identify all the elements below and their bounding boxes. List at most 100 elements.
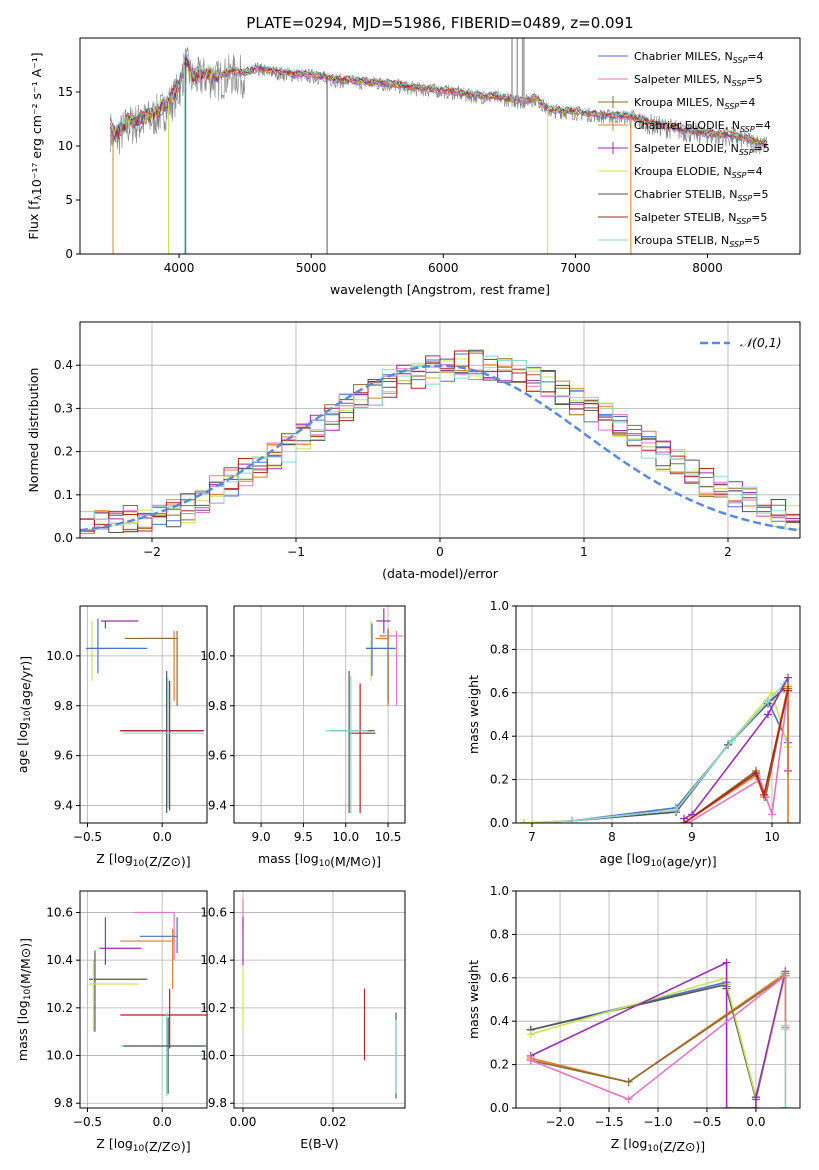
weight-marker xyxy=(784,819,792,823)
y-tick-label: 0.1 xyxy=(54,488,73,502)
x-tick-label: −1.5 xyxy=(594,1115,623,1129)
y-tick-label: 0.4 xyxy=(54,358,73,372)
weight-marker xyxy=(526,1030,535,1039)
panel-age-vs-mass: 9.0 9.5 10.0 10.5 9.4 9.6 9.8 10.0 mass [log10(M… xyxy=(200,605,406,869)
weight-series xyxy=(520,688,792,823)
errorbar-point xyxy=(88,960,139,1032)
y-tick-label: 9.6 xyxy=(208,749,227,763)
legend-label: Chabrier ELODIE, NSSP=4 xyxy=(634,119,771,134)
x-tick-label: −0.5 xyxy=(73,830,102,844)
x-axis-label: Z [log10(Z/Z⊙)] xyxy=(611,1136,705,1154)
y-tick-label: 10.0 xyxy=(200,649,227,663)
x-tick-label: 0.0 xyxy=(153,830,172,844)
weight-marker xyxy=(680,819,688,823)
legend-label: Kroupa ELODIE, NSSP=4 xyxy=(634,165,763,180)
x-axis-label: Z [log10(Z/Z⊙)] xyxy=(96,1136,190,1154)
legend-label: 𝒩(0,1) xyxy=(740,335,782,350)
y-tick-label: 0.2 xyxy=(490,773,509,787)
y-tick-label: 9.4 xyxy=(54,799,73,813)
errorbar-point xyxy=(375,630,389,706)
weight-marker xyxy=(760,790,768,799)
x-tick-label: 10.0 xyxy=(332,830,359,844)
weight-line xyxy=(683,690,789,823)
y-tick-label: 0.0 xyxy=(490,1101,509,1115)
plot-area xyxy=(88,911,207,1097)
errorbar-point xyxy=(123,1017,206,1094)
panel-residuals: 𝒩(0,1) −2 −1 0 1 2 0.0 0.1 0.2 0.3 0.4 (data-model)… xyxy=(26,321,801,581)
y-tick-label: 0.0 xyxy=(490,816,509,830)
y-tick-label: 9.4 xyxy=(208,799,227,813)
y-tick-label: 0.4 xyxy=(490,729,509,743)
weight-line xyxy=(523,691,789,823)
histogram-step xyxy=(80,355,800,530)
x-tick-label: −2.0 xyxy=(545,1115,574,1129)
plot-area xyxy=(325,608,404,814)
y-tick-label: 0.0 xyxy=(54,531,73,545)
y-tick-label: 0 xyxy=(65,247,73,261)
y-tick-label: 1.0 xyxy=(490,884,509,898)
x-axis-label: Z [log10(Z/Z⊙)] xyxy=(96,851,190,869)
errorbar-point xyxy=(349,683,376,814)
x-axis-label: E(B-V) xyxy=(300,1136,339,1151)
y-tick-label: 9.8 xyxy=(208,699,227,713)
weight-marker xyxy=(520,819,528,823)
legend-label: Salpeter MILES, NSSP=5 xyxy=(634,73,763,88)
axes-frame xyxy=(233,605,406,824)
y-tick-label: 0.4 xyxy=(490,1014,509,1028)
legend-label: Chabrier STELIB, NSSP=5 xyxy=(634,188,768,203)
plot-area xyxy=(80,349,800,534)
y-tick-label: 0.3 xyxy=(54,401,73,415)
y-axis-label: Normed distribution xyxy=(26,368,41,493)
legend-label: Chabrier MILES, NSSP=4 xyxy=(634,50,764,65)
x-axis-label: age [log10(age/yr)] xyxy=(599,851,716,869)
plot-area xyxy=(85,618,205,814)
x-tick-label: 10.5 xyxy=(375,830,402,844)
weight-series xyxy=(680,686,792,823)
errorbar-point xyxy=(124,630,178,706)
legend-label: Salpeter STELIB, NSSP=5 xyxy=(634,211,767,226)
x-tick-label: 9 xyxy=(688,830,696,844)
weight-marker xyxy=(672,805,680,814)
weight-marker xyxy=(768,810,776,819)
errorbar-point xyxy=(384,630,404,706)
y-axis-label: mass weight xyxy=(466,675,481,754)
errorbar-point xyxy=(120,680,203,811)
errorbar-point xyxy=(88,950,148,1032)
y-tick-label: 10.6 xyxy=(200,905,227,919)
y-tick-label: 10.0 xyxy=(46,649,73,663)
y-tick-label: 10.4 xyxy=(46,953,73,967)
x-axis-label: (data-model)/error xyxy=(382,566,499,581)
y-tick-label: 10.2 xyxy=(46,1001,73,1015)
errorbar-point xyxy=(100,620,139,629)
x-tick-label: 4000 xyxy=(164,261,195,275)
y-tick-label: 10.2 xyxy=(200,1001,227,1015)
weight-line xyxy=(530,973,787,1101)
x-tick-label: 1 xyxy=(580,545,588,559)
weight-marker xyxy=(752,769,760,778)
y-tick-label: 10.0 xyxy=(46,1049,73,1063)
weight-marker xyxy=(751,1093,760,1102)
x-tick-label: 9.5 xyxy=(294,830,313,844)
y-tick-label: 15 xyxy=(58,85,73,99)
panel-mass-vs-Z: −0.5 0.0 9.8 10.0 10.2 10.4 10.6 Z [log10(Z/Z⊙)… xyxy=(15,890,208,1154)
x-tick-label: 7000 xyxy=(560,261,591,275)
panel-weight-vs-Z: −2.0 −1.5 −1.0 −0.5 0.0 0.0 0.2 0.4 0.6 0.8 1.0 Z [… xyxy=(466,884,801,1154)
errorbar-point xyxy=(366,620,397,681)
y-tick-label: 0.8 xyxy=(490,927,509,941)
weight-marker xyxy=(768,688,776,697)
weight-marker xyxy=(781,1021,790,1030)
histogram-step xyxy=(80,355,800,532)
errorbar-point xyxy=(85,618,148,674)
y-tick-label: 5 xyxy=(65,193,73,207)
errorbar-point xyxy=(366,623,396,676)
axes-frame xyxy=(79,890,208,1109)
x-tick-label: 0.0 xyxy=(153,1115,172,1129)
x-tick-label: 0.00 xyxy=(230,1115,257,1129)
errorbar-point xyxy=(120,988,207,1049)
figure-title: PLATE=0294, MJD=51986, FIBERID=0489, z=0… xyxy=(246,14,633,32)
x-tick-label: 6000 xyxy=(428,261,459,275)
y-tick-label: 9.8 xyxy=(54,1096,73,1110)
axes-frame xyxy=(79,605,208,824)
y-tick-label: 10.0 xyxy=(200,1049,227,1063)
x-axis-label: mass [log10(M/M⊙)] xyxy=(258,851,381,869)
